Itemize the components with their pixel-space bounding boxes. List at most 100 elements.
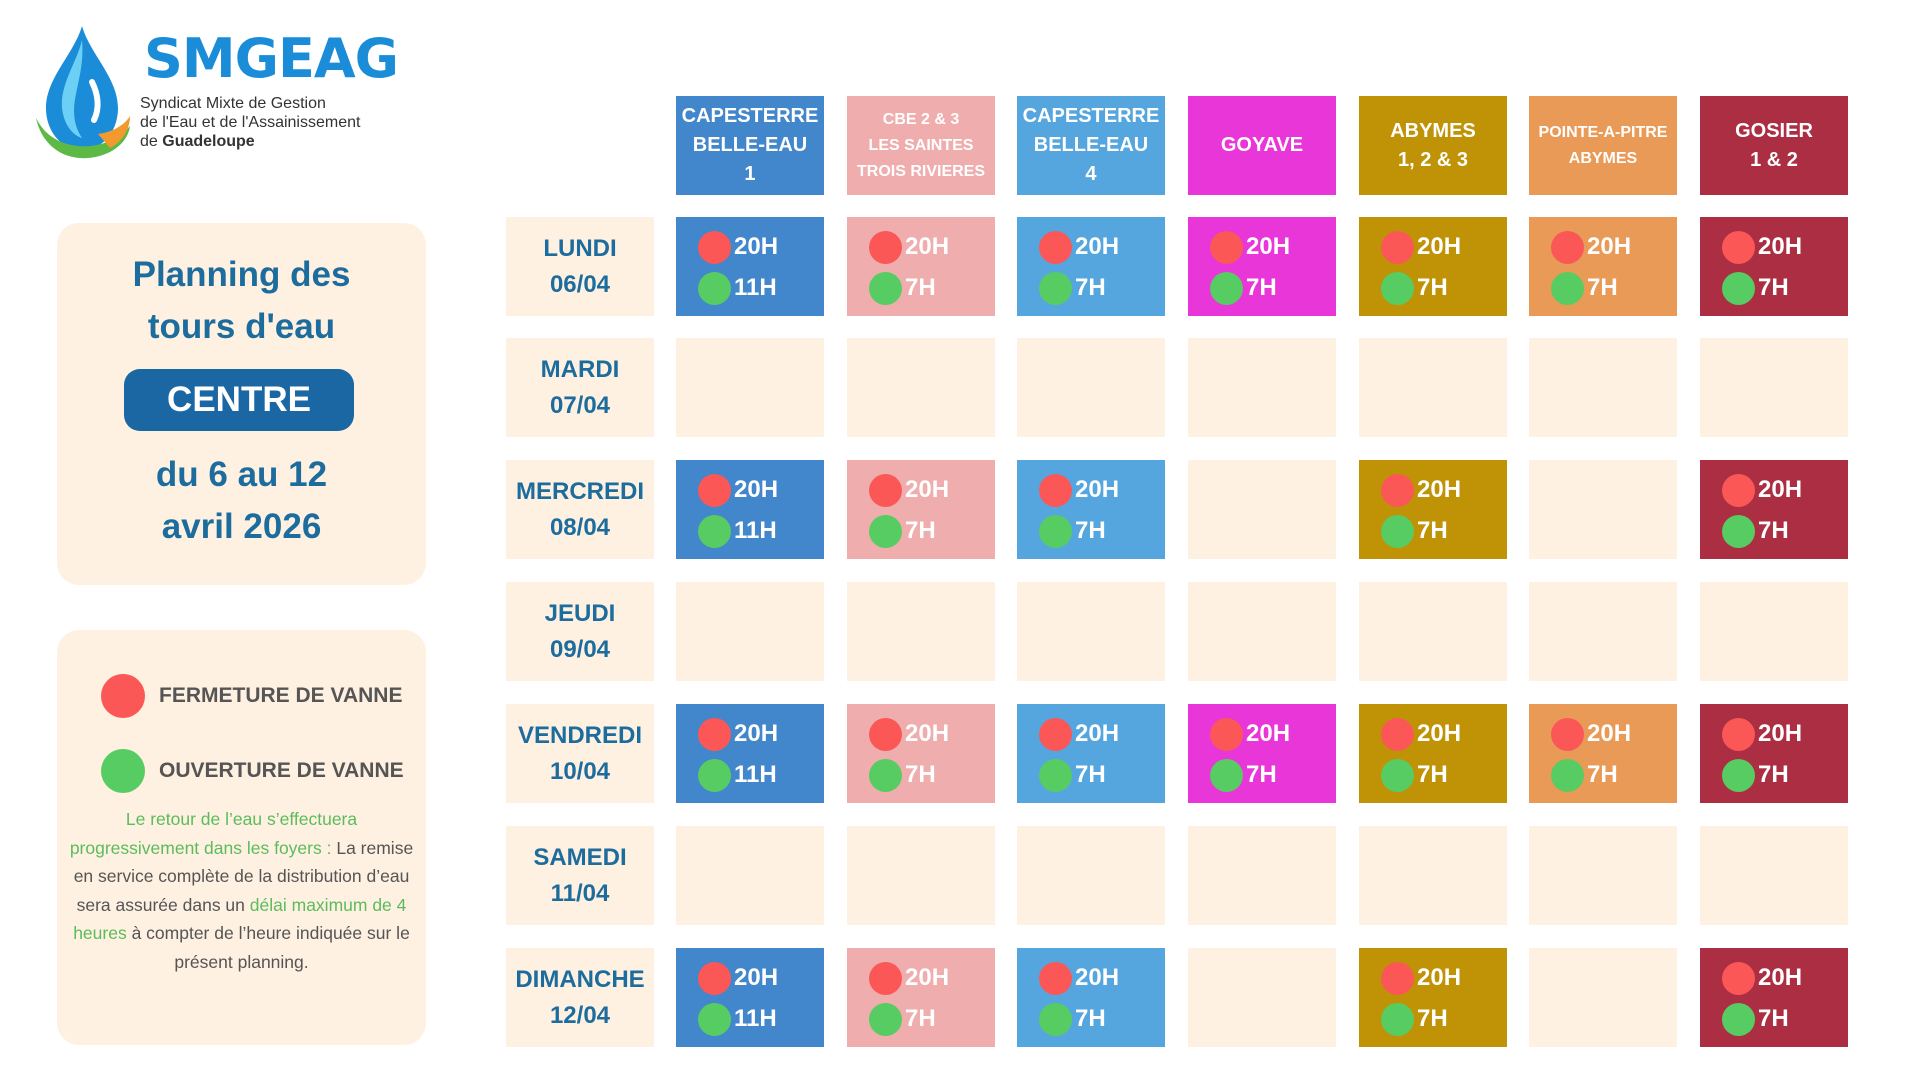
empty-cell [1700,338,1848,437]
closing-time-text: 20H [1417,233,1462,260]
opening-time: 7H [1039,1001,1106,1037]
empty-cell [1359,338,1507,437]
opening-time: 7H [1381,757,1448,793]
water-drop-icon [36,26,130,159]
opening-time: 7H [1722,513,1789,549]
zone-header-line: BELLE-EAU [1033,134,1149,156]
red-dot-icon [1722,717,1755,751]
opening-time-text: 7H [1758,761,1789,788]
opening-time: 7H [1210,757,1277,793]
day-name: DIMANCHE [515,965,645,993]
green-dot-icon [869,758,902,792]
day-name: MERCREDI [515,477,644,505]
schedule-cell: 20H 7H [1359,217,1507,316]
schedule-cell: 20H 11H [676,704,824,803]
schedule-cell: 20H 7H [1529,217,1677,316]
schedule-cell: 20H 11H [676,460,824,559]
closing-time-text: 20H [1417,476,1462,503]
planning-card: Planning des tours d'eau CENTRE du 6 au … [57,223,426,585]
empty-cell [1188,948,1336,1047]
opening-time: 7H [869,757,936,793]
empty-cell [1188,460,1336,559]
zone-header-label: ABYMES 1, 2 & 3 [1390,117,1476,175]
empty-cell [847,582,995,681]
closing-time: 20H [698,960,778,996]
closing-time-text: 20H [1758,233,1803,260]
closing-time: 20H [869,960,949,996]
zone-header-line: LES SAINTES [868,136,974,154]
planning-title: Planning des tours d'eau [132,255,351,346]
zone-header-line: 1 & 2 [1750,148,1798,171]
zone-header: CAPESTERRE BELLE-EAU 1 [676,96,824,195]
green-dot-icon [1381,271,1414,305]
red-dot-icon [1381,473,1414,507]
zone-header-line: 4 [1085,163,1097,185]
closing-time: 20H [1551,229,1631,265]
empty-cell [1529,460,1677,559]
green-dot-icon [869,514,902,548]
opening-time-text: 11H [734,761,777,788]
empty-cell [676,582,824,681]
opening-time: 7H [1039,757,1106,793]
opening-time-text: 7H [1246,761,1277,788]
closing-time-text: 20H [905,476,950,503]
legend-open: OUVERTURE DE VANNE [101,749,404,793]
opening-time: 7H [1381,513,1448,549]
schedule-cell: 20H 7H [1359,460,1507,559]
closing-time-text: 20H [905,720,950,747]
zone-header-line: 1 [744,163,756,185]
opening-time-text: 7H [1758,274,1789,301]
schedule-cell: 20H 7H [1017,704,1165,803]
zone-header: GOSIER 1 & 2 [1700,96,1848,195]
region-badge: CENTRE [124,369,354,431]
opening-time-text: 7H [1075,274,1106,301]
closing-time: 20H [1039,960,1119,996]
zone-header-line: BELLE-EAU [692,134,808,156]
empty-cell [1017,338,1165,437]
closing-time-text: 20H [734,964,779,991]
closing-time-text: 20H [1587,233,1632,260]
closing-time: 20H [1381,960,1461,996]
closing-time-text: 20H [1758,964,1803,991]
empty-cell [1188,582,1336,681]
green-dot-icon [869,1002,902,1036]
empty-cell [1017,826,1165,925]
opening-time-text: 7H [1417,1005,1448,1032]
empty-cell [1700,826,1848,925]
closing-time: 20H [869,472,949,508]
closing-time: 20H [869,716,949,752]
green-dot-icon [1551,758,1584,792]
green-dot-icon [1210,271,1243,305]
opening-time-text: 7H [905,761,936,788]
day-label-text: MARDI 07/04 [541,352,620,424]
closing-time: 20H [698,229,778,265]
opening-time-text: 7H [1417,761,1448,788]
green-dot-icon [1381,1002,1414,1036]
day-label: DIMANCHE 12/04 [506,948,654,1047]
opening-time: 11H [698,513,777,549]
zone-header: CAPESTERRE BELLE-EAU 4 [1017,96,1165,195]
zone-header-line: TROIS RIVIERES [856,162,986,180]
zone-header-line: 1, 2 & 3 [1397,148,1469,171]
red-dot-icon [1722,230,1755,264]
opening-time: 7H [1551,757,1618,793]
closing-time: 20H [698,716,778,752]
day-date: 06/04 [549,270,611,298]
green-dot-icon [1039,514,1072,548]
green-dot-icon [101,749,145,793]
closing-time-text: 20H [1758,476,1803,503]
closing-time: 20H [1039,229,1119,265]
opening-time-text: 7H [1758,1005,1789,1032]
schedule-cell: 20H 7H [847,704,995,803]
zone-header-line: CAPESTERRE [1022,105,1160,127]
opening-time: 11H [698,1001,777,1037]
red-dot-icon [101,674,145,718]
day-label: MARDI 07/04 [506,338,654,437]
closing-time: 20H [1039,716,1119,752]
green-dot-icon [1039,271,1072,305]
green-dot-icon [1210,758,1243,792]
day-date: 12/04 [549,1001,611,1029]
closing-time-text: 20H [905,233,950,260]
empty-cell [1529,338,1677,437]
empty-cell [1359,582,1507,681]
